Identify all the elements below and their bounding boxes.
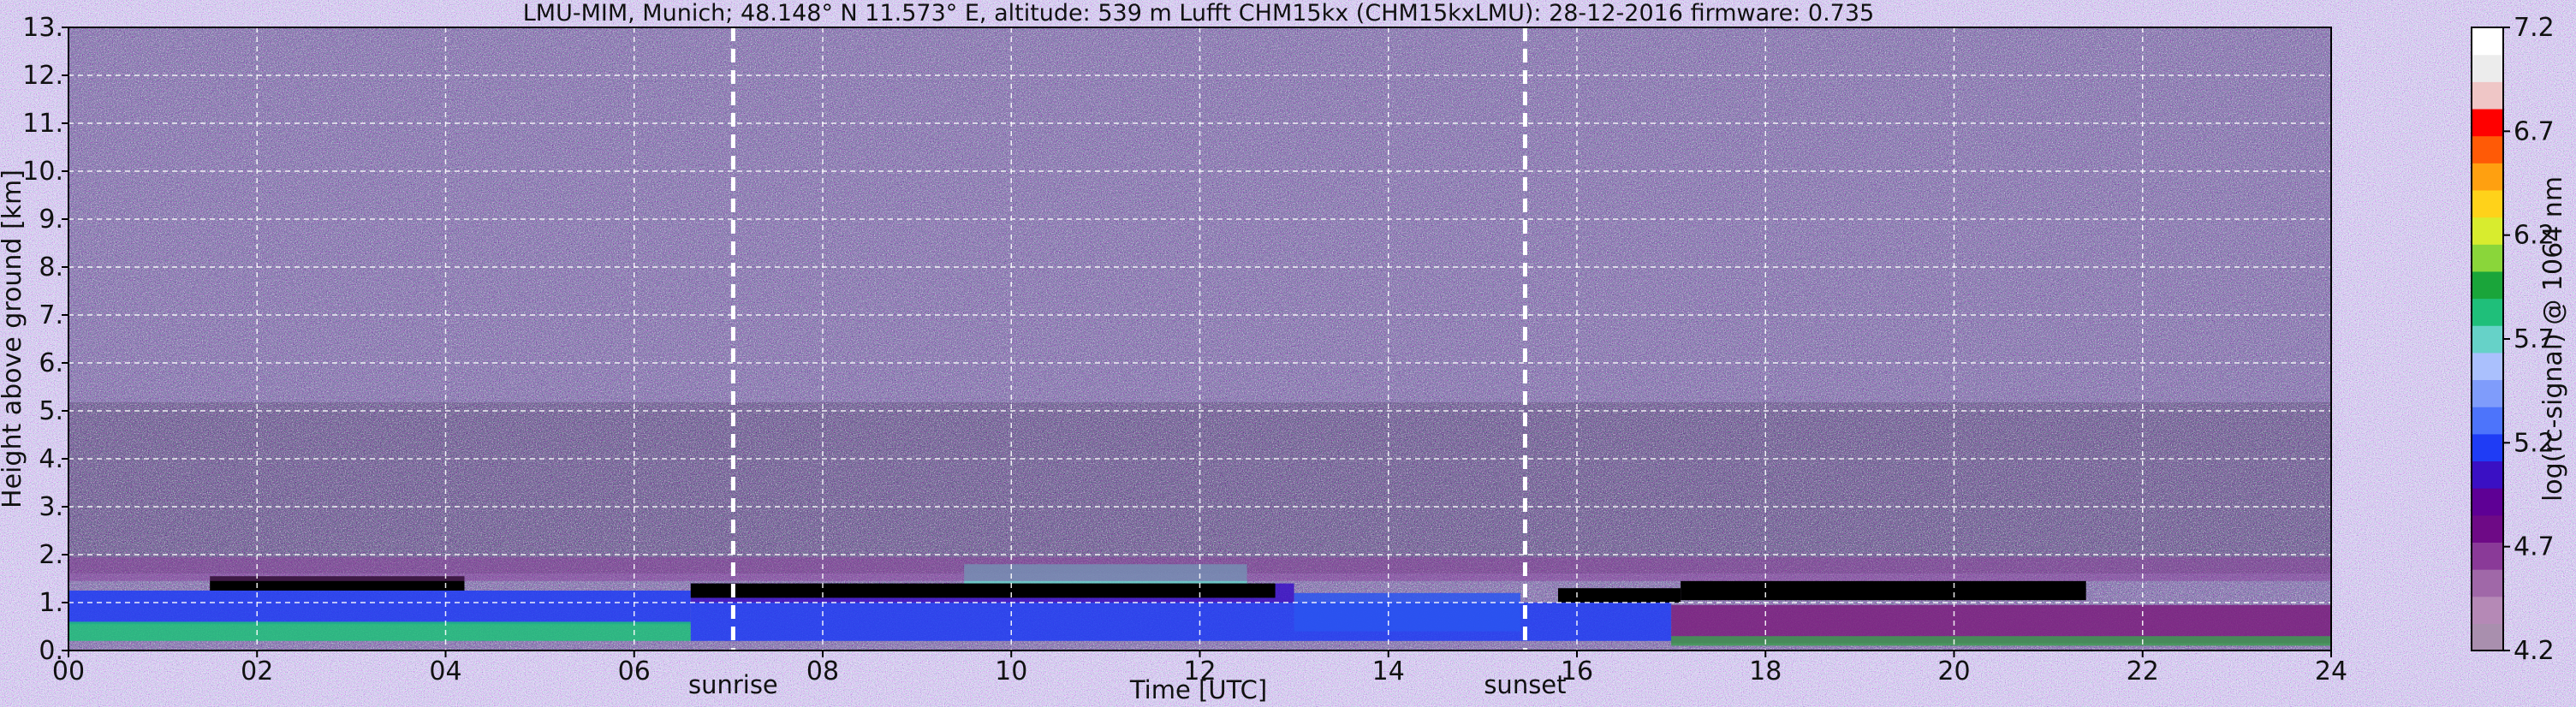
colorbar-segment: [2472, 108, 2503, 137]
y-tick-label: 3.: [39, 492, 63, 522]
colorbar-segment: [2472, 54, 2503, 82]
x-axis-ticks: 00 02 04 06 08 10 12 14 16 18 20 22 24: [52, 651, 2347, 686]
y-tick-label: 11.: [22, 109, 63, 139]
colorbar-segment: [2472, 514, 2503, 543]
cloud-base-band: [1557, 588, 1681, 603]
cloud-base-band: [1681, 580, 2086, 601]
colorbar-segment: [2472, 244, 2503, 272]
x-tick-label: 10: [995, 656, 1027, 686]
y-axis-ticks: 0. 1. 2. 3. 4. 5. 6. 7. 8. 9. 10. 11. 12. 13.: [22, 13, 68, 666]
colorbar-segment: [2472, 325, 2503, 354]
colorbar-segment: [2472, 352, 2503, 381]
y-tick-label: 2.: [39, 540, 63, 570]
y-tick-label: 7.: [39, 300, 63, 330]
colorbar-segment: [2472, 135, 2503, 163]
colorbar-tick-label: 4.7: [2514, 532, 2555, 562]
colorbar-segment: [2472, 542, 2503, 570]
colorbar-tick-label: 5.2: [2514, 428, 2555, 458]
colorbar-segment: [2472, 81, 2503, 110]
y-tick-label: 6.: [39, 348, 63, 378]
event-label: sunrise: [688, 670, 778, 699]
cloud-base-band: [690, 583, 1276, 598]
colorbar-tick-label: 6.7: [2514, 116, 2555, 146]
y-tick-label: 12.: [22, 61, 63, 91]
x-tick-label: 08: [806, 656, 839, 686]
x-tick-label: 18: [1749, 656, 1782, 686]
colorbar-tick-label: 5.7: [2514, 324, 2555, 354]
colorbar-segment: [2472, 27, 2503, 56]
feature-band: [68, 591, 691, 625]
colorbar-segment: [2472, 569, 2503, 597]
y-tick-label: 9.: [39, 205, 63, 235]
feature-band: [68, 621, 691, 641]
chart-title: LMU-MIM, Munich; 48.148° N 11.573° E, al…: [523, 0, 1874, 27]
x-tick-label: 02: [241, 656, 273, 686]
y-tick-label: 13.: [22, 13, 63, 43]
x-tick-label: 12: [1183, 656, 1216, 686]
colorbar-tick-label: 7.2: [2514, 13, 2555, 43]
colorbar-tick-label: 4.2: [2514, 636, 2555, 666]
x-tick-label: 00: [52, 656, 85, 686]
y-tick-label: 5.: [39, 396, 63, 426]
feature-band: [1520, 603, 1672, 641]
x-axis-label: Time [UTC]: [1129, 675, 1267, 704]
feature-band: [1671, 636, 2331, 646]
x-tick-label: 16: [1561, 656, 1593, 686]
x-tick-label: 20: [1937, 656, 1970, 686]
colorbar-tick-label: 6.2: [2514, 221, 2555, 251]
colorbar-segment: [2472, 379, 2503, 407]
cloud-base-band: [210, 576, 465, 591]
colorbar-segment: [2472, 217, 2503, 245]
event-label: sunset: [1484, 670, 1566, 699]
y-tick-label: 0.: [39, 636, 63, 666]
colorbar: 4.2 4.7 5.2 5.7 6.2 6.7 7.2: [2471, 13, 2555, 666]
event-markers: sunrise sunset: [688, 27, 1567, 699]
colorbar-segment: [2472, 298, 2503, 326]
colorbar-segment: [2472, 270, 2503, 300]
colorbar-segment: [2472, 433, 2503, 462]
y-tick-label: 8.: [39, 253, 63, 282]
colorbar-segment: [2472, 407, 2503, 435]
colorbar-segment: [2472, 488, 2503, 516]
y-tick-label: 10.: [22, 157, 63, 187]
colorbar-segment: [2472, 596, 2503, 624]
y-tick-label: 1.: [39, 588, 63, 618]
y-tick-label: 4.: [39, 444, 63, 474]
x-tick-label: 06: [618, 656, 651, 686]
x-tick-label: 22: [2127, 656, 2159, 686]
x-tick-label: 24: [2315, 656, 2347, 686]
x-tick-label: 04: [429, 656, 461, 686]
colorbar-segment: [2472, 163, 2503, 191]
colorbar-segment: [2472, 460, 2503, 489]
colorbar-label: log(rc-signal) @ 1064 nm: [2538, 176, 2568, 502]
colorbar-segment: [2472, 623, 2503, 651]
colorbar-segment: [2472, 189, 2503, 218]
grid-lines: [68, 27, 2331, 651]
feature-band: [1294, 592, 1520, 632]
x-tick-label: 14: [1372, 656, 1405, 686]
y-axis-label: Height above ground [km]: [0, 169, 27, 508]
